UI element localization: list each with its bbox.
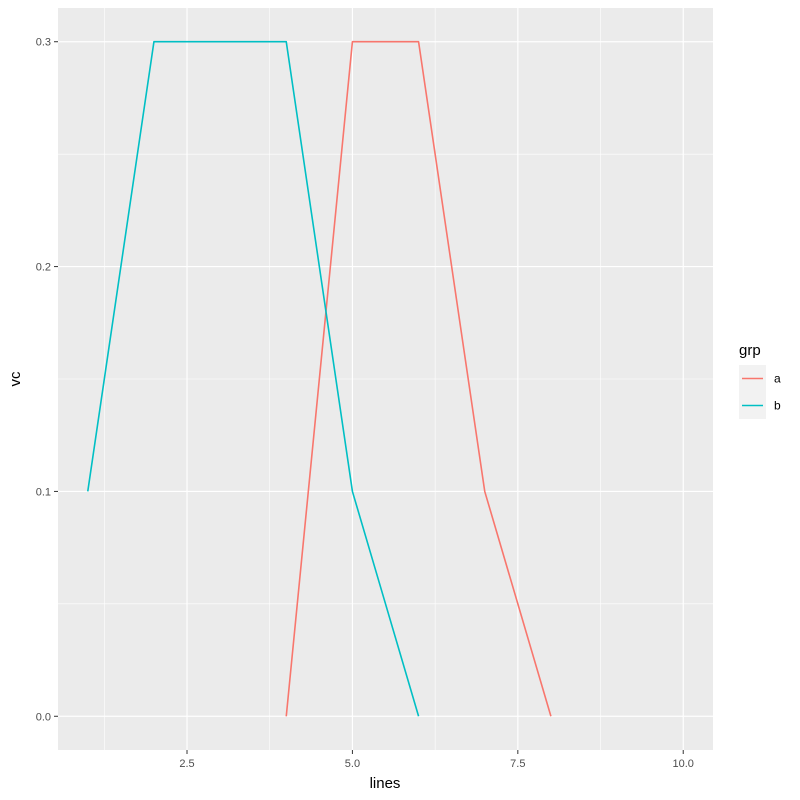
x-axis-title: lines (370, 775, 401, 792)
series-line-b (86, 40, 420, 717)
legend-label-b: b (774, 399, 781, 413)
y-tick-label: 0.2 (36, 262, 51, 274)
series-line-a (285, 40, 552, 717)
y-tick-label: 0.0 (36, 711, 51, 723)
y-axis: 0.0 0.1 0.2 0.3 (36, 37, 58, 723)
y-axis-title: vc (7, 371, 24, 387)
y-tick-label: 0.3 (36, 37, 51, 49)
legend-title: grp (739, 342, 761, 359)
x-axis: 2.5 5.0 7.5 10.0 (179, 750, 694, 770)
x-tick-label: 5.0 (345, 758, 360, 770)
legend-keys: ab (739, 365, 781, 419)
legend: grp ab (739, 342, 781, 419)
x-tick-label: 7.5 (510, 758, 525, 770)
minor-gridlines (58, 8, 713, 750)
legend-label-a: a (774, 372, 781, 386)
x-tick-label: 10.0 (673, 758, 694, 770)
y-tick-label: 0.1 (36, 486, 51, 498)
x-tick-label: 2.5 (179, 758, 194, 770)
series-lines (86, 40, 552, 717)
